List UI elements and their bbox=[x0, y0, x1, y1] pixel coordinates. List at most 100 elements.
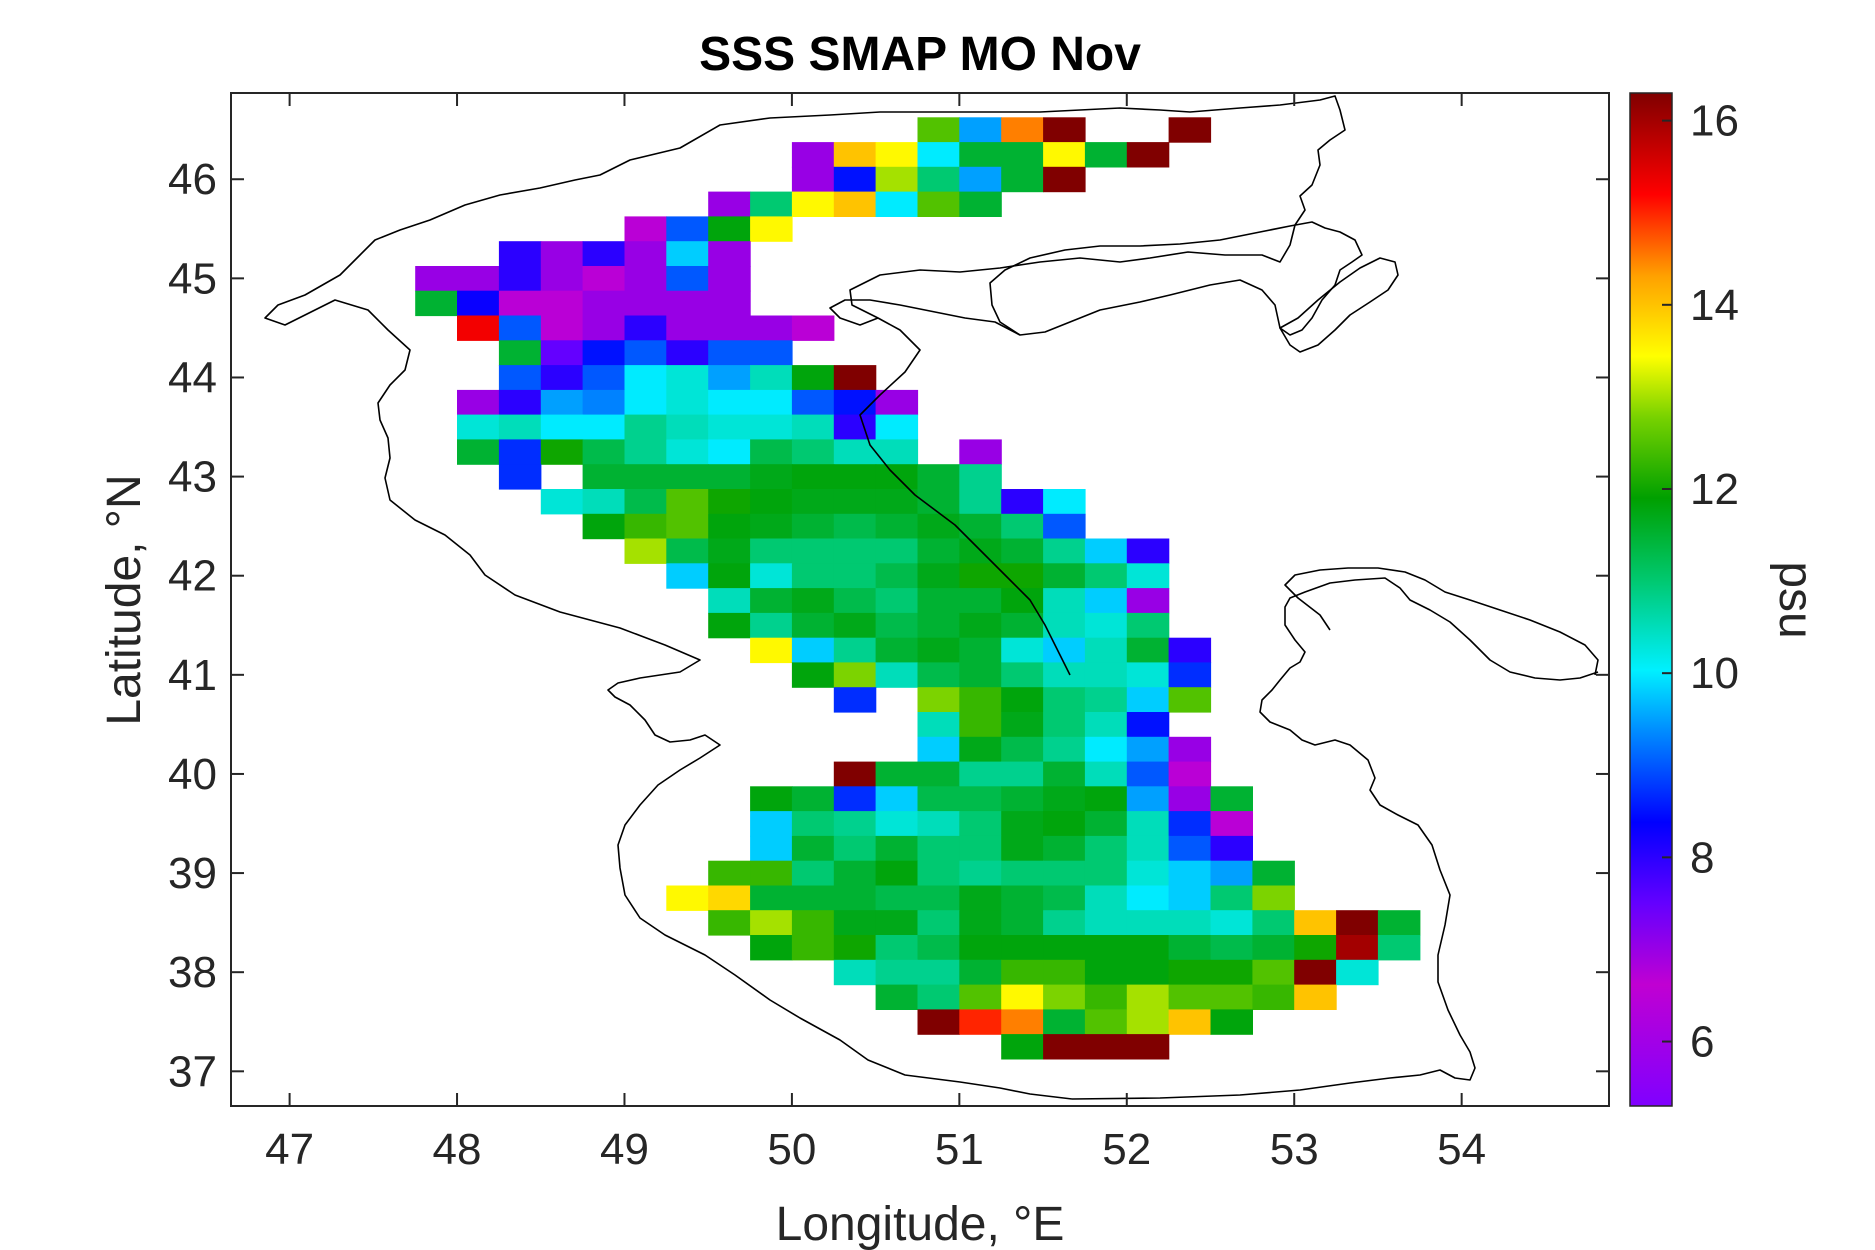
heatmap-cell bbox=[750, 365, 793, 391]
heatmap-cell bbox=[959, 1009, 1002, 1035]
heatmap-cell bbox=[1294, 935, 1337, 961]
heatmap-cell bbox=[833, 637, 877, 664]
heatmap-cell bbox=[1168, 885, 1212, 911]
heatmap-cell bbox=[875, 835, 919, 862]
x-tick-label: 50 bbox=[767, 1125, 816, 1174]
heatmap-cell bbox=[708, 389, 751, 416]
heatmap-cell bbox=[1001, 563, 1044, 589]
heatmap-cell bbox=[791, 142, 835, 168]
heatmap-cell bbox=[875, 588, 919, 614]
heatmap-cell bbox=[833, 142, 877, 168]
heatmap-cell bbox=[917, 786, 960, 812]
heatmap-cell bbox=[708, 464, 751, 490]
heatmap-cell bbox=[1126, 835, 1170, 862]
heatmap-cell bbox=[666, 489, 709, 515]
heatmap-cell bbox=[1043, 117, 1086, 143]
heatmap-cell bbox=[1377, 910, 1421, 936]
heatmap-cell bbox=[1126, 1009, 1170, 1035]
heatmap-cell bbox=[540, 241, 584, 267]
heatmap-cell bbox=[540, 365, 584, 391]
heatmap-cell bbox=[582, 290, 626, 317]
heatmap-cell bbox=[750, 588, 793, 614]
heatmap-cell bbox=[1084, 786, 1128, 812]
heatmap-cell bbox=[1084, 910, 1128, 936]
heatmap-cell bbox=[1001, 786, 1044, 812]
colorbar-tick-label: 12 bbox=[1690, 465, 1739, 514]
y-tick-label: 40 bbox=[168, 750, 217, 799]
heatmap-cell bbox=[833, 538, 877, 564]
heatmap-cell bbox=[1252, 984, 1295, 1010]
heatmap-cell bbox=[1126, 637, 1170, 664]
heatmap-cell bbox=[750, 216, 793, 242]
heatmap-cell bbox=[1084, 637, 1128, 664]
heatmap-cell bbox=[750, 439, 793, 465]
heatmap-cell bbox=[1001, 984, 1044, 1010]
heatmap-cell bbox=[917, 959, 960, 986]
heatmap-cell bbox=[708, 588, 751, 614]
heatmap-cell bbox=[457, 389, 500, 416]
heatmap-cell bbox=[875, 612, 919, 639]
heatmap-cell bbox=[708, 290, 751, 317]
heatmap-cell bbox=[1168, 935, 1212, 961]
heatmap-cell bbox=[1084, 935, 1128, 961]
heatmap-cell bbox=[624, 340, 667, 366]
heatmap-cell bbox=[833, 191, 877, 217]
heatmap-cell bbox=[624, 414, 667, 440]
heatmap-cell bbox=[1126, 786, 1170, 812]
heatmap-cell bbox=[1210, 860, 1253, 887]
heatmap-cell bbox=[875, 811, 919, 837]
heatmap-cell bbox=[666, 885, 709, 911]
heatmap-cell bbox=[917, 885, 960, 911]
heatmap-cell bbox=[498, 266, 542, 292]
heatmap-cell bbox=[1126, 736, 1170, 763]
heatmap-cell bbox=[917, 984, 960, 1010]
heatmap-cell bbox=[666, 414, 709, 440]
heatmap-cell bbox=[540, 389, 584, 416]
heatmap-cell bbox=[959, 910, 1002, 936]
heatmap-cell bbox=[415, 290, 458, 317]
heatmap-cell bbox=[833, 588, 877, 614]
heatmap-cell bbox=[959, 117, 1002, 143]
heatmap-cell bbox=[1043, 786, 1086, 812]
heatmap-cell bbox=[875, 959, 919, 986]
heatmap-cell bbox=[1126, 910, 1170, 936]
heatmap-cell bbox=[708, 241, 751, 267]
heatmap-cell bbox=[1210, 786, 1253, 812]
heatmap-cell bbox=[540, 489, 584, 515]
heatmap-cell bbox=[875, 489, 919, 515]
heatmap-cell bbox=[1294, 984, 1337, 1010]
heatmap-cell bbox=[498, 340, 542, 366]
heatmap-cell bbox=[582, 266, 626, 292]
heatmap-cell bbox=[917, 513, 960, 540]
heatmap-cell bbox=[1210, 835, 1253, 862]
heatmap-cell bbox=[750, 513, 793, 540]
heatmap-cell bbox=[1001, 811, 1044, 837]
heatmap-cell bbox=[791, 538, 835, 564]
heatmap-cell bbox=[1001, 538, 1044, 564]
heatmap-cell bbox=[1001, 513, 1044, 540]
heatmap-cell bbox=[1168, 687, 1212, 713]
heatmap-cell bbox=[540, 290, 584, 317]
heatmap-cell bbox=[1001, 835, 1044, 862]
heatmap-cell bbox=[959, 835, 1002, 862]
heatmap-cell bbox=[917, 191, 960, 217]
heatmap-cell bbox=[1210, 910, 1253, 936]
heatmap-cell bbox=[959, 761, 1002, 787]
coastline-peninsula bbox=[829, 299, 1021, 336]
y-tick-label: 37 bbox=[168, 1047, 217, 1096]
heatmap-cell bbox=[917, 935, 960, 961]
heatmap-cell bbox=[791, 365, 835, 391]
y-axis: 37 38 39 40 41 42 43 44 45 46 bbox=[168, 155, 1609, 1096]
heatmap-cell bbox=[498, 439, 542, 465]
heatmap-cell bbox=[457, 414, 500, 440]
heatmap-cell bbox=[1336, 935, 1379, 961]
heatmap-cell bbox=[708, 216, 751, 242]
heatmap-cell bbox=[833, 860, 877, 887]
heatmap-cell bbox=[1210, 1009, 1253, 1035]
heatmap-cell bbox=[791, 439, 835, 465]
heatmap-cell bbox=[1252, 910, 1295, 936]
heatmap-cell bbox=[1336, 910, 1379, 936]
heatmap-cell bbox=[582, 439, 626, 465]
heatmap-cell bbox=[582, 241, 626, 267]
heatmap-cell bbox=[959, 687, 1002, 713]
